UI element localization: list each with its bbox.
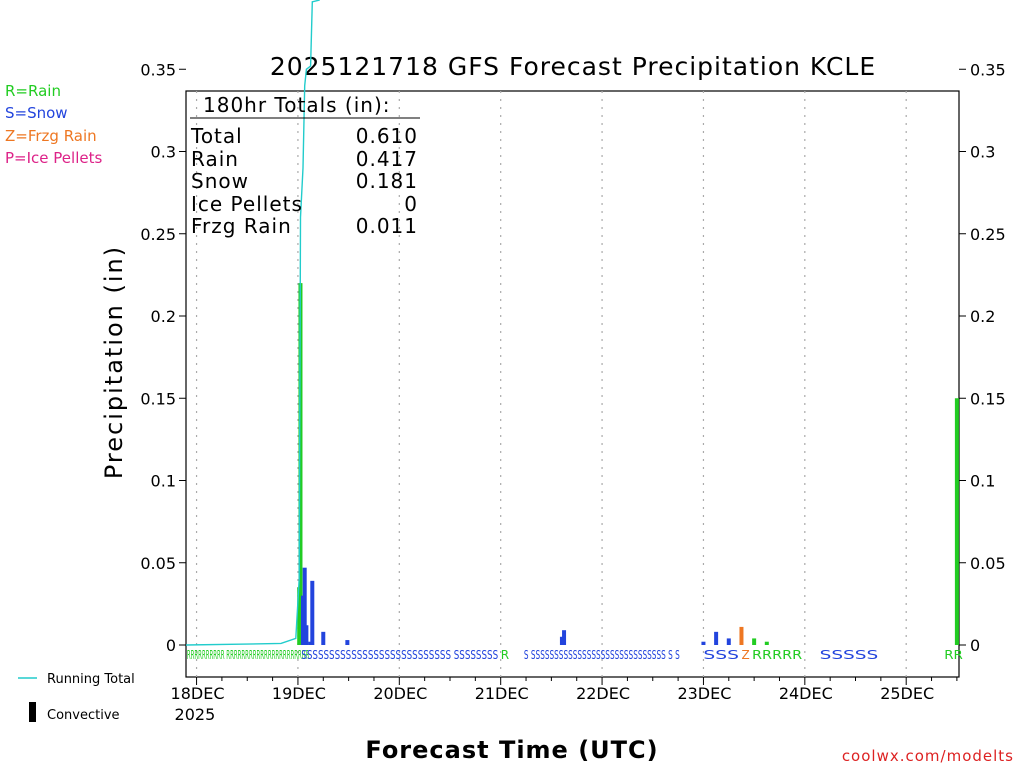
ptype-marker-run: R bbox=[501, 648, 509, 662]
legend-ice-pellets: P=Ice Pellets bbox=[5, 149, 102, 167]
y-tick-label-right: 0.15 bbox=[970, 389, 1006, 408]
legend-frzg-rain: Z=Frzg Rain bbox=[5, 127, 97, 145]
x-axis-label: Forecast Time (UTC) bbox=[365, 736, 658, 764]
x-tick-label: 25DEC bbox=[880, 684, 934, 703]
totals-label-snow: Snow bbox=[191, 169, 249, 193]
x-axis-ticks: 18DEC 2025 19DEC 20DEC 21DEC 22DEC 23DEC 24DEC 2… bbox=[171, 677, 958, 724]
ptype-marker-run: SSSSS bbox=[820, 648, 879, 662]
precip-type-legend: R=Rain S=Snow Z=Frzg Rain P=Ice Pellets bbox=[5, 82, 102, 167]
legend-rain: R=Rain bbox=[5, 82, 61, 100]
ptype-marker-run: Z bbox=[741, 648, 749, 662]
convective-legend-swatch bbox=[29, 702, 36, 722]
totals-value-total: 0.610 bbox=[356, 124, 418, 148]
precip-type-markers: RRRRRRRRRR RRRRRRRRRRRRRRRRRRRRRRSSSSSSS… bbox=[187, 648, 963, 662]
x-tick-label: 18DEC bbox=[171, 684, 225, 703]
y-axis-ticks: 0 0 0.05 0.05 0.1 0.1 0.15 0.15 0.2 0.2 0.25 0.25 0.… bbox=[140, 60, 1006, 655]
precip-bar bbox=[562, 630, 567, 645]
precip-bar bbox=[298, 283, 303, 645]
y-tick-label-right: 0.35 bbox=[970, 60, 1006, 79]
totals-header: 180hr Totals (in): bbox=[203, 93, 391, 117]
y-tick-label-right: 0.25 bbox=[970, 225, 1006, 244]
y-tick-label-right: 0 bbox=[970, 636, 980, 655]
ptype-marker-run: S SSSSSSSSSSSSSSSSSSSSSSSSSSSSS S S bbox=[524, 648, 680, 662]
y-tick-label-right: 0.2 bbox=[970, 307, 995, 326]
precip-bar bbox=[764, 641, 769, 645]
precip-bar bbox=[739, 626, 744, 645]
series-legend: Running Total Convective bbox=[18, 672, 135, 723]
totals-label-ice-pellets: Ice Pellets bbox=[191, 192, 303, 216]
totals-value-frzg-rain: 0.011 bbox=[356, 214, 418, 238]
totals-value-ice-pellets: 0 bbox=[404, 192, 418, 216]
totals-value-rain: 0.417 bbox=[356, 147, 418, 171]
precip-bar bbox=[308, 641, 313, 645]
ptype-marker-run: RRRRRRRRRR RRRRRRRRRRRRRRRRRRRRRR bbox=[187, 648, 309, 662]
convective-legend-label: Convective bbox=[47, 708, 120, 723]
vertical-gridlines bbox=[195, 91, 907, 677]
y-tick-label-left: 0.2 bbox=[151, 307, 176, 326]
y-tick-label-right: 0.1 bbox=[970, 472, 995, 491]
y-axis-label: Precipitation (in) bbox=[100, 245, 128, 479]
y-tick-label-left: 0.15 bbox=[140, 389, 176, 408]
totals-value-snow: 0.181 bbox=[356, 169, 418, 193]
totals-label-frzg-rain: Frzg Rain bbox=[191, 214, 292, 238]
x-tick-label: 23DEC bbox=[677, 684, 731, 703]
x-tick-label: 21DEC bbox=[475, 684, 529, 703]
precip-bar bbox=[321, 631, 326, 645]
x-tick-sublabel: 2025 bbox=[175, 705, 216, 724]
precip-bar bbox=[310, 580, 315, 645]
precip-bar bbox=[302, 567, 307, 645]
precip-bar bbox=[701, 641, 706, 645]
x-tick-label: 20DEC bbox=[373, 684, 427, 703]
precip-bars bbox=[297, 283, 959, 645]
totals-label-rain: Rain bbox=[191, 147, 239, 171]
ptype-marker-run: RRRRR bbox=[752, 648, 802, 662]
plot-frame bbox=[185, 90, 960, 678]
ptype-marker-run: RR bbox=[944, 648, 963, 662]
precip-bar bbox=[559, 636, 564, 645]
x-tick-label: 22DEC bbox=[576, 684, 630, 703]
precip-bar bbox=[726, 638, 731, 645]
legend-snow: S=Snow bbox=[5, 104, 68, 122]
y-tick-label-left: 0.3 bbox=[151, 143, 176, 162]
totals-label-total: Total bbox=[190, 124, 243, 148]
ptype-marker-run: SSS bbox=[703, 648, 739, 662]
x-tick-label: 19DEC bbox=[272, 684, 326, 703]
y-tick-label-left: 0.25 bbox=[140, 225, 176, 244]
precip-bar bbox=[954, 398, 959, 645]
source-credit: coolwx.com/modelts bbox=[842, 747, 1014, 765]
precip-bar bbox=[304, 625, 309, 645]
ptype-marker-run: SSSSSSSSSSSSSSSSSSSSSSSSSSS SSSSSSSS bbox=[301, 648, 498, 662]
y-tick-label-left: 0.35 bbox=[140, 60, 176, 79]
y-tick-label-right: 0.05 bbox=[970, 554, 1006, 573]
y-tick-label-left: 0 bbox=[166, 636, 176, 655]
y-tick-label-right: 0.3 bbox=[970, 143, 995, 162]
y-tick-label-left: 0.1 bbox=[151, 472, 176, 491]
x-tick-label: 24DEC bbox=[779, 684, 833, 703]
precip-bar bbox=[714, 631, 719, 645]
running-total-legend-label: Running Total bbox=[47, 672, 135, 687]
y-tick-label-left: 0.05 bbox=[140, 554, 176, 573]
precip-bar bbox=[752, 638, 757, 645]
chart-title: 2025121718 GFS Forecast Precipitation KC… bbox=[270, 52, 876, 81]
precip-bar bbox=[345, 640, 350, 645]
totals-box: 180hr Totals (in): Total 0.610 Rain 0.41… bbox=[190, 93, 420, 238]
running-total-line bbox=[185, 0, 320, 646]
